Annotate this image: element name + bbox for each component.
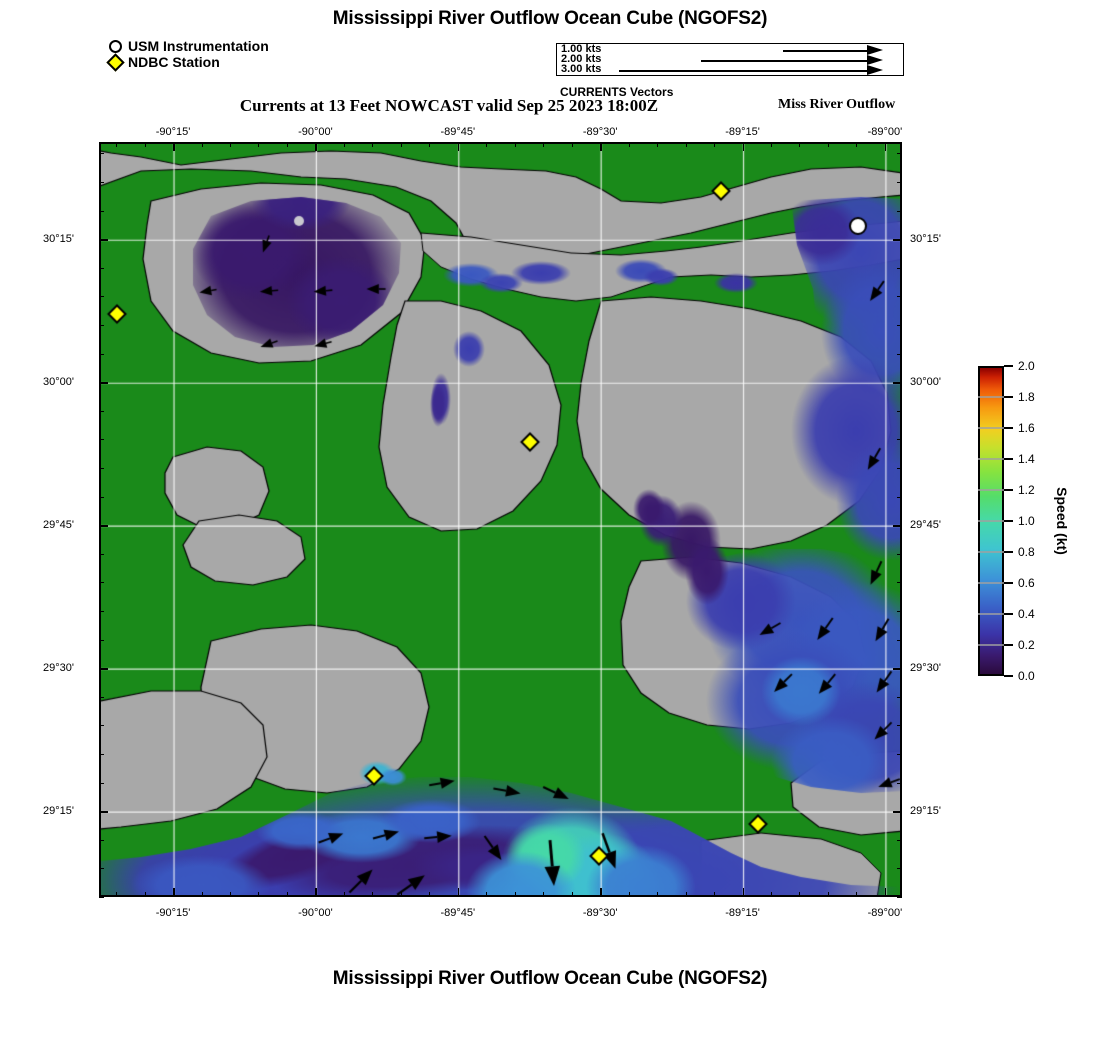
lat-tick-label: 29°45' [910, 519, 941, 532]
colorbar-tick [1004, 582, 1013, 584]
map-raster [101, 144, 900, 895]
marker-legend: USM Instrumentation NDBC Station [106, 38, 269, 72]
legend-item-usm: USM Instrumentation [108, 38, 269, 54]
axis-tick [897, 897, 902, 898]
colorbar-band-divider [978, 458, 1004, 460]
lat-tick-label: 30°15' [43, 233, 74, 246]
lon-tick-label: -89°45' [440, 126, 476, 138]
lon-tick-label: -89°45' [440, 907, 476, 919]
vector-scale-row-2: 2.00 kts [557, 53, 903, 66]
map-subtitle: Currents at 13 Feet NOWCAST valid Sep 25… [239, 96, 659, 115]
colorbar-axis-title: Speed (kt) [1054, 487, 1070, 555]
page-footer-title: Mississippi River Outflow Ocean Cube (NG… [332, 968, 768, 989]
colorbar-tick [1004, 365, 1013, 367]
colorbar-tick [1004, 675, 1013, 677]
colorbar-tick [1004, 489, 1013, 491]
lat-tick-label: 29°30' [43, 662, 74, 675]
vector-scale-row-3: 3.00 kts [557, 63, 903, 76]
lon-tick-label: -89°15' [725, 126, 760, 138]
colorbar-band-divider [978, 613, 1004, 615]
lat-tick-label: 30°00' [43, 376, 74, 389]
lon-tick-label: -90°15' [155, 907, 191, 919]
vector-scale-label-1: 1.00 kts [561, 43, 602, 55]
current-speed-map[interactable] [99, 142, 902, 897]
colorbar-tick [1004, 396, 1013, 398]
colorbar-tick-label: 0.0 [1018, 669, 1035, 683]
colorbar-tick-label: 0.4 [1018, 607, 1035, 621]
colorbar-band-divider [978, 582, 1004, 584]
colorbar-band-divider [978, 520, 1004, 522]
lon-tick-label: -89°00' [867, 126, 903, 138]
colorbar-band-divider [978, 427, 1004, 429]
colorbar-tick-label: 0.6 [1018, 576, 1035, 590]
colorbar-band-divider [978, 396, 1004, 398]
lon-tick-label: -89°30' [582, 907, 618, 919]
colorbar-tick-label: 1.8 [1018, 390, 1035, 404]
lat-tick-label: 29°30' [910, 662, 941, 675]
lon-tick-label: -89°15' [725, 907, 760, 919]
colorbar-tick [1004, 613, 1013, 615]
lat-tick-label: 30°15' [910, 233, 941, 246]
axis-tick [99, 897, 104, 898]
lat-tick-label: 29°45' [43, 519, 74, 532]
colorbar-tick [1004, 644, 1013, 646]
colorbar-tick-label: 2.0 [1018, 359, 1035, 373]
lon-tick-label: -89°00' [867, 907, 903, 919]
legend-label-usm: USM Instrumentation [128, 38, 269, 54]
colorbar-tick [1004, 551, 1013, 553]
colorbar-tick [1004, 427, 1013, 429]
lon-tick-label: -89°30' [582, 126, 618, 138]
colorbar-band-divider [978, 551, 1004, 553]
dataset-corner-label: Miss River Outflow [778, 97, 896, 112]
colorbar-tick-label: 0.8 [1018, 545, 1035, 559]
legend-item-ndbc: NDBC Station [106, 52, 269, 72]
colorbar-tick-label: 1.0 [1018, 514, 1035, 528]
colorbar-tick-label: 1.6 [1018, 421, 1035, 435]
circle-marker-icon [108, 39, 123, 54]
lon-tick-label: -90°00' [298, 907, 333, 919]
vector-scale-label-2: 2.00 kts [561, 53, 602, 65]
vector-scale-caption: CURRENTS Vectors [560, 85, 674, 99]
lon-tick-label: -90°00' [298, 126, 333, 138]
colorbar-band-divider [978, 644, 1004, 646]
colorbar-band-divider [978, 489, 1004, 491]
colorbar-tick [1004, 458, 1013, 460]
colorbar-tick-label: 1.2 [1018, 483, 1035, 497]
page-title: Mississippi River Outflow Ocean Cube (NG… [332, 8, 768, 29]
legend-label-ndbc: NDBC Station [128, 54, 220, 70]
colorbar-tick [1004, 520, 1013, 522]
colorbar-tick-label: 1.4 [1018, 452, 1035, 466]
lat-tick-label: 30°00' [910, 376, 941, 389]
lon-tick-label: -90°15' [155, 126, 191, 138]
currents-vector-scale: 1.00 kts 2.00 kts 3.00 kts [556, 43, 904, 76]
lat-tick-label: 29°15' [910, 805, 941, 818]
colorbar-tick-label: 0.2 [1018, 638, 1035, 652]
diamond-marker-icon [106, 52, 125, 72]
vector-scale-row-1: 1.00 kts [557, 43, 903, 56]
vector-scale-label-3: 3.00 kts [561, 63, 602, 75]
lat-tick-label: 29°15' [43, 805, 74, 818]
